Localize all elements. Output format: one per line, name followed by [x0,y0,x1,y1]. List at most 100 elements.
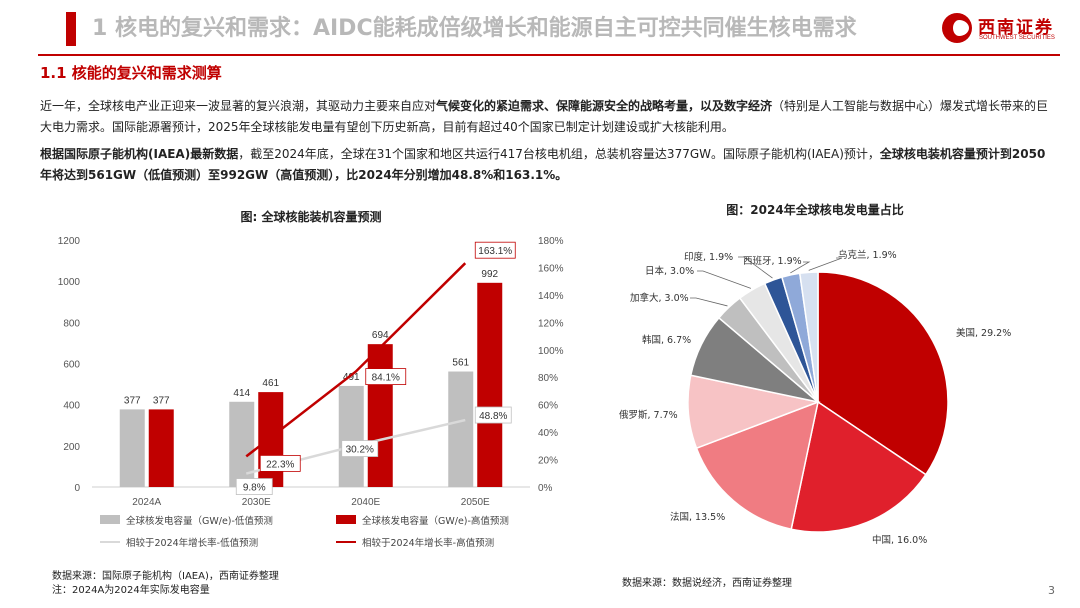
bar-low-value-label: 377 [124,395,141,406]
pie-leader-line [738,256,773,279]
legend-label: 全球核发电容量（GW/e)-低值预测 [126,515,273,527]
y-axis-tick-label: 0 [74,483,80,494]
pie-slice-label: 加拿大, 3.0% [630,292,689,304]
x-axis-tick-label: 2040E [351,497,380,508]
y-axis-tick-label: 1000 [58,277,81,288]
y-axis-tick-label: 600 [63,360,80,371]
pie-slice-label: 乌克兰, 1.9% [838,249,897,261]
line-low-value-label: 30.2% [346,445,374,456]
line-low-label-box [235,478,273,495]
pie-slice-label: 韩国, 6.7% [642,334,691,346]
line-low-label-box [474,406,512,424]
line-high-value-label: 84.1% [372,373,400,384]
legend-label: 相较于2024年增长率-高值预测 [362,537,494,549]
bar-high-forecast [258,392,284,487]
legend-label: 全球核发电容量（GW/e)-高值预测 [362,515,509,527]
y2-axis-tick-label: 60% [538,401,558,412]
company-logo: 西南证券 SOUTHWEST SECURITIES [942,10,1062,50]
x-axis-tick-label: 2024A [132,497,161,508]
left-chart-source: 数据来源：国际原子能机构（IAEA)，西南证券整理 [52,571,279,582]
y2-axis-tick-label: 160% [538,263,564,274]
intro-text-1: 近一年，全球核电产业正迎来一波显著的复兴浪潮，其驱动力主要来自应对 [40,99,437,113]
logo-name: 西南证券 [978,18,1054,38]
bar-high-forecast [477,282,503,487]
bar-low-value-label: 491 [343,372,360,383]
y-axis-tick-label: 400 [63,401,80,412]
bar-low-forecast [448,371,474,487]
capacity-forecast-chart: 图: 全球核能装机容量预测 0 200 400 600 800 1000 1200 0% 20% 4… [58,209,564,549]
y2-axis-tick-label: 0% [538,483,553,494]
bar-high-value-label: 461 [262,378,279,389]
bar-high-value-label: 377 [153,395,170,406]
line-high-growth [245,262,467,458]
legend-swatch [100,515,120,524]
pie-slice [695,400,820,531]
y-axis-tick-label: 800 [63,318,80,329]
header-accent-bar [66,12,76,46]
line-high-label-box [474,241,516,259]
section-title: 1.1 核能的复兴和需求测算 [40,64,222,82]
pie-slice-label: 中国, 16.0% [872,534,927,546]
header-divider [38,54,1060,56]
intro-text-2: （特别是人工智能与数据中心）爆发式增长带来的巨大电力需求。国际能源署预计，202… [40,99,1049,134]
y2-axis-tick-label: 20% [538,456,558,467]
pie-slice [798,271,819,403]
iaea-text-1: ，截至2024年底，全球在31个国家和地区共运行417台核电机组，总装机容量达3… [238,147,880,161]
pie-slice [790,400,927,533]
iaea-paragraph: 根据国际原子能机构(IAEA)最新数据，截至2024年底，全球在31个国家和地区… [40,144,1050,186]
line-low-value-label: 9.8% [243,483,266,494]
pie-leader-line [790,261,811,274]
bar-low-value-label: 414 [233,388,250,399]
header: 1 核电的复兴和需求：AIDC能耗成倍级增长和能源自主可控共同催生核电需求 西南… [0,0,1080,56]
pie-slice-label: 日本, 3.0% [645,265,694,277]
line-low-label-box [341,440,379,457]
intro-paragraph: 近一年，全球核电产业正迎来一波显著的复兴浪潮，其驱动力主要来自应对气候变化的紧迫… [40,96,1050,138]
y2-axis-tick-label: 140% [538,291,564,302]
pie-slice [817,271,949,476]
y2-axis-tick-label: 180% [538,236,564,247]
y2-axis-tick-label: 40% [538,428,558,439]
page-title: 1 核电的复兴和需求：AIDC能耗成倍级增长和能源自主可控共同催生核电需求 [92,16,857,41]
bar-low-forecast [229,401,255,487]
bar-high-value-label: 694 [372,330,389,341]
pie-leader-line [697,270,752,289]
pie-chart-title: 图：2024年全球核电发电量占比 [726,202,903,217]
y-axis-tick-label: 1200 [58,236,81,247]
left-chart-note: 注：2024A为2024年实际发电容量 [52,585,210,596]
bar-low-forecast [338,385,364,487]
legend-swatch [336,515,356,524]
bar-high-forecast [367,344,393,487]
line-high-value-label: 22.3% [266,459,294,470]
bar-low-value-label: 561 [452,358,469,369]
bar-high-value-label: 992 [481,269,498,280]
iaea-bold-2: 全球核电装机容量预计到2050年将达到561GW（低值预测）至992GW（高值预… [40,147,1046,182]
x-axis-tick-label: 2030E [242,497,271,508]
y2-axis-tick-label: 120% [538,318,564,329]
y2-axis-tick-label: 100% [538,346,564,357]
right-chart-source: 数据来源：数据说经济，西南证券整理 [622,578,792,589]
pie-slice-label: 俄罗斯, 7.7% [619,409,678,421]
pie-slice-label: 西班牙, 1.9% [743,255,802,267]
y-axis-tick-label: 200 [63,442,80,453]
line-high-label-box [259,454,301,472]
line-high-value-label: 163.1% [478,246,512,257]
y2-axis-tick-label: 80% [538,373,558,384]
pie-leader-line [690,297,728,307]
bar-chart-title: 图: 全球核能装机容量预测 [241,209,382,224]
pie-slice-label: 美国, 29.2% [956,327,1011,339]
legend-label: 相较于2024年增长率-低值预测 [126,537,258,549]
line-high-label-box [365,368,407,385]
line-low-value-label: 48.8% [479,411,507,422]
pie-slice-label: 印度, 1.9% [684,251,733,263]
pie-slice-label: 法国, 13.5% [670,511,725,523]
bar-low-forecast [119,409,145,487]
logo-english-name: SOUTHWEST SECURITIES [979,35,1055,41]
logo-icon [942,13,972,43]
page-number: 3 [1048,584,1055,597]
intro-bold-1: 气候变化的紧迫需求、保障能源安全的战略考量，以及数字经济 [436,99,773,113]
pie-leader-line [808,257,843,271]
x-axis-tick-label: 2050E [461,497,490,508]
bar-high-forecast [148,409,174,487]
